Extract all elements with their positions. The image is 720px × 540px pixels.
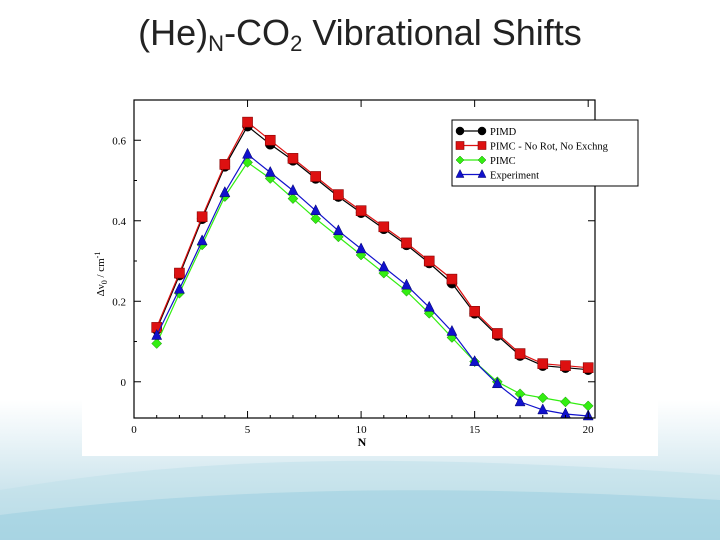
data-point-diamond <box>477 155 487 165</box>
data-point-square <box>469 306 480 317</box>
x-tick-label: 0 <box>131 424 137 436</box>
data-point-square <box>582 362 594 373</box>
data-point-square <box>310 171 321 182</box>
series-line <box>156 153 589 417</box>
x-tick-label: 15 <box>469 424 481 436</box>
data-point-triangle <box>537 403 549 415</box>
data-point-triangle <box>355 242 367 254</box>
y-label-sub: 0 <box>100 280 109 284</box>
y-tick-label: 0.2 <box>112 296 126 308</box>
title-part-co: -CO <box>224 12 291 53</box>
legend-item-experiment: Experiment <box>455 168 539 182</box>
data-point-diamond <box>287 193 299 204</box>
decorative-wave <box>0 460 720 540</box>
data-point-triangle <box>455 168 465 178</box>
data-point-triangle <box>174 282 185 294</box>
data-point-circle <box>477 126 487 136</box>
title-subscript-n: N <box>208 31 225 56</box>
data-point-square <box>455 141 465 150</box>
data-point-triangle <box>242 147 253 159</box>
x-tick-label: 20 <box>583 424 595 436</box>
data-point-triangle <box>423 300 435 312</box>
data-point-square <box>174 267 185 279</box>
legend-item-pimd: PIMD <box>455 126 517 138</box>
data-point-triangle <box>287 184 299 195</box>
plot-border <box>133 99 596 419</box>
data-point-circle <box>455 126 465 136</box>
data-point-square <box>477 141 487 150</box>
data-point-diamond <box>537 392 549 404</box>
data-point-square <box>355 205 367 216</box>
data-point-diamond <box>310 213 322 225</box>
slide-title: (He)N-CO2 Vibrational Shifts <box>0 12 720 57</box>
legend-label: PIMC <box>490 156 516 167</box>
y-tick-label: 0.6 <box>112 135 126 147</box>
data-point-square <box>219 159 231 170</box>
x-axis-label: N <box>358 435 367 449</box>
data-point-square <box>560 360 571 371</box>
data-point-triangle <box>446 324 458 336</box>
title-subscript-2: 2 <box>290 31 303 56</box>
data-point-square <box>242 116 253 128</box>
data-point-square <box>378 221 390 233</box>
y-label-sup: -1 <box>93 252 102 259</box>
data-point-triangle <box>378 260 390 272</box>
data-point-triangle <box>469 355 481 366</box>
data-point-square <box>492 328 503 339</box>
title-part-he: (He) <box>138 12 209 53</box>
data-point-triangle <box>332 224 344 236</box>
y-tick-label: 0.4 <box>112 216 126 228</box>
data-point-triangle <box>264 165 276 177</box>
data-point-diamond <box>455 155 465 165</box>
y-label-unit: / cm <box>95 258 107 280</box>
title-part-rest: Vibrational Shifts <box>302 12 582 53</box>
data-point-square <box>401 237 412 249</box>
data-point-diamond <box>560 396 571 408</box>
data-point-square <box>287 153 299 164</box>
data-point-square <box>514 348 526 359</box>
legend-label: Experiment <box>490 171 539 182</box>
data-point-triangle <box>514 395 526 407</box>
legend-item-pimc: PIMC <box>455 155 516 167</box>
legend-label: PIMD <box>490 127 517 138</box>
series-pimc-no-rot-no-exchng <box>151 116 594 373</box>
axes-layer: 0 5 10 15 20 0 0.2 0.4 0.6 <box>112 99 596 436</box>
y-tick-label: 0 <box>121 377 127 389</box>
data-point-triangle <box>477 168 487 178</box>
data-point-square <box>333 189 344 200</box>
data-point-triangle <box>196 234 208 246</box>
y-axis-label: Δν0 / cm-1 <box>93 252 109 297</box>
x-tick-label: 5 <box>245 424 251 436</box>
chart-frame: 0 5 10 15 20 0 0.2 0.4 0.6 PIMD PIMC - No Rot, No… <box>82 84 658 456</box>
legend-item-pimc-no-rot-no-exchng: PIMC - No Rot, No Exchng <box>455 141 609 153</box>
data-point-diamond <box>151 338 163 349</box>
x-tick-label: 10 <box>356 424 368 436</box>
data-point-square <box>196 211 208 223</box>
data-point-triangle <box>219 186 231 197</box>
legend-label: PIMC - No Rot, No Exchng <box>490 142 609 153</box>
data-point-triangle <box>151 328 163 340</box>
data-point-square <box>537 358 549 369</box>
data-point-triangle <box>401 278 412 290</box>
data-point-triangle <box>491 377 503 389</box>
y-label-delta: Δν <box>95 284 107 296</box>
series-layer <box>151 116 594 421</box>
data-point-square <box>446 273 458 285</box>
data-point-square <box>264 134 276 146</box>
vibrational-shift-chart: 0 5 10 15 20 0 0.2 0.4 0.6 PIMD PIMC - No Rot, No… <box>93 99 639 449</box>
data-point-square <box>423 255 435 267</box>
legend: PIMD PIMC - No Rot, No Exchng PIMC Experime… <box>451 119 639 187</box>
series-line <box>156 161 589 407</box>
data-point-triangle <box>310 204 322 215</box>
